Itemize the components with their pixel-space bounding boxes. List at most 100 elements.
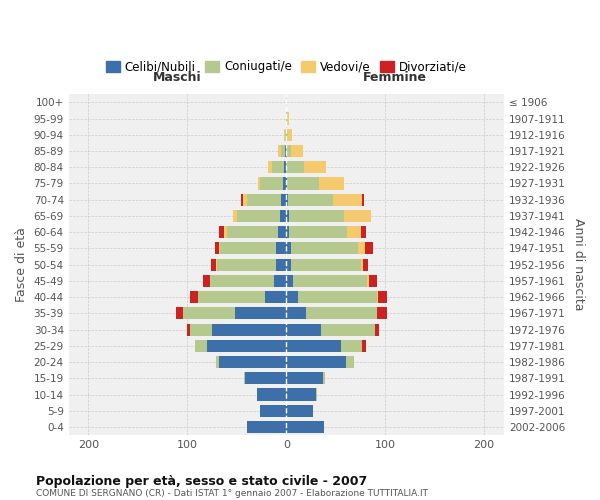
Bar — [281, 194, 286, 206]
Bar — [284, 128, 286, 141]
Bar — [247, 421, 286, 433]
Bar — [217, 258, 277, 270]
Bar — [362, 194, 364, 206]
Bar — [203, 275, 210, 287]
Bar — [235, 308, 286, 320]
Text: Popolazione per età, sesso e stato civile - 2007: Popolazione per età, sesso e stato civil… — [36, 474, 367, 488]
Bar — [286, 324, 321, 336]
Bar — [286, 388, 316, 400]
Bar — [367, 275, 370, 287]
Bar — [286, 340, 341, 352]
Bar — [361, 226, 367, 238]
Bar — [286, 404, 313, 417]
Bar — [210, 275, 274, 287]
Bar — [291, 258, 361, 270]
Bar — [211, 258, 216, 270]
Bar — [283, 178, 286, 190]
Bar — [260, 178, 283, 190]
Bar — [286, 372, 323, 384]
Legend: Celibi/Nubili, Coniugati/e, Vedovi/e, Divorziati/e: Celibi/Nubili, Coniugati/e, Vedovi/e, Di… — [101, 56, 472, 78]
Bar — [286, 356, 346, 368]
Bar — [268, 161, 272, 173]
Bar — [207, 340, 286, 352]
Bar — [358, 242, 365, 254]
Bar — [379, 291, 387, 303]
Bar — [219, 356, 286, 368]
Text: Femmine: Femmine — [363, 72, 427, 85]
Bar — [274, 275, 286, 287]
Bar — [321, 324, 376, 336]
Bar — [286, 194, 288, 206]
Bar — [376, 324, 379, 336]
Bar — [237, 210, 280, 222]
Bar — [347, 226, 361, 238]
Bar — [287, 178, 319, 190]
Bar — [257, 388, 286, 400]
Bar — [212, 324, 286, 336]
Bar — [286, 112, 287, 124]
Bar — [288, 194, 333, 206]
Bar — [286, 308, 306, 320]
Bar — [289, 226, 347, 238]
Bar — [280, 210, 286, 222]
Bar — [245, 372, 286, 384]
Bar — [298, 291, 377, 303]
Bar — [198, 291, 265, 303]
Bar — [364, 258, 368, 270]
Bar — [278, 226, 286, 238]
Bar — [306, 308, 377, 320]
Bar — [227, 226, 278, 238]
Bar — [286, 178, 287, 190]
Bar — [286, 258, 291, 270]
Bar — [286, 226, 289, 238]
Bar — [277, 258, 286, 270]
Bar — [370, 275, 377, 287]
Bar — [195, 340, 207, 352]
Bar — [291, 242, 358, 254]
Bar — [184, 308, 235, 320]
Bar — [215, 242, 219, 254]
Bar — [346, 356, 353, 368]
Bar — [190, 291, 198, 303]
Bar — [286, 421, 324, 433]
Text: Maschi: Maschi — [153, 72, 202, 85]
Bar — [190, 324, 212, 336]
Bar — [243, 194, 247, 206]
Bar — [319, 178, 344, 190]
Bar — [260, 404, 286, 417]
Bar — [219, 242, 220, 254]
Bar — [241, 194, 243, 206]
Bar — [286, 161, 304, 173]
Bar — [316, 388, 317, 400]
Bar — [284, 161, 286, 173]
Bar — [176, 308, 184, 320]
Bar — [216, 356, 219, 368]
Bar — [304, 161, 326, 173]
Bar — [365, 242, 373, 254]
Bar — [289, 210, 344, 222]
Bar — [286, 145, 291, 157]
Bar — [257, 178, 260, 190]
Bar — [286, 128, 288, 141]
Bar — [281, 145, 286, 157]
Bar — [187, 324, 190, 336]
Bar — [286, 291, 298, 303]
Bar — [362, 340, 367, 352]
Bar — [288, 128, 292, 141]
Bar — [219, 226, 224, 238]
Bar — [272, 161, 284, 173]
Bar — [377, 291, 379, 303]
Y-axis label: Fasce di età: Fasce di età — [15, 227, 28, 302]
Bar — [286, 210, 289, 222]
Bar — [293, 275, 367, 287]
Bar — [247, 194, 281, 206]
Bar — [344, 210, 371, 222]
Bar — [216, 258, 217, 270]
Text: COMUNE DI SERGNANO (CR) - Dati ISTAT 1° gennaio 2007 - Elaborazione TUTTITALIA.I: COMUNE DI SERGNANO (CR) - Dati ISTAT 1° … — [36, 488, 428, 498]
Bar — [287, 112, 289, 124]
Y-axis label: Anni di nascita: Anni di nascita — [572, 218, 585, 311]
Bar — [277, 242, 286, 254]
Bar — [323, 372, 325, 384]
Bar — [244, 372, 245, 384]
Bar — [224, 226, 227, 238]
